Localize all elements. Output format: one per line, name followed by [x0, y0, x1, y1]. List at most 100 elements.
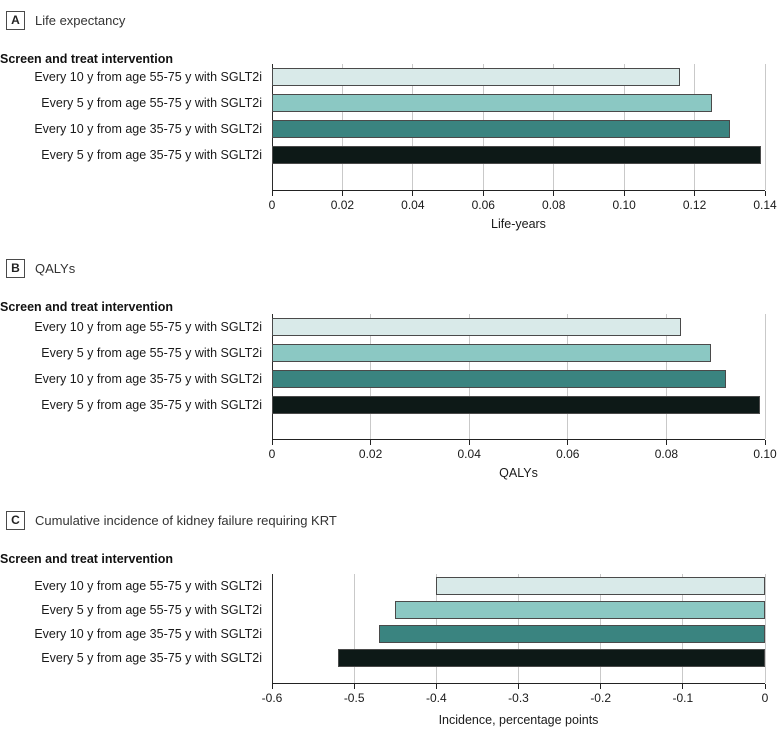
- axis-tick-label: 0.14: [753, 198, 777, 212]
- category-label: Every 5 y from age 35-75 y with SGLT2i: [41, 148, 262, 162]
- bar: [436, 577, 765, 595]
- x-axis-title: Incidence, percentage points: [438, 713, 599, 727]
- axis-tick: [271, 684, 273, 689]
- panel-title: Life expectancy: [35, 12, 126, 28]
- chart-row: Every 5 y from age 35-75 y with SGLT2i: [0, 392, 765, 418]
- category-label: Every 5 y from age 55-75 y with SGLT2i: [41, 603, 262, 617]
- category-label: Every 10 y from age 55-75 y with SGLT2i: [34, 320, 262, 334]
- bar-area: [272, 314, 765, 340]
- axis-tick-label: -0.4: [425, 691, 447, 705]
- x-axis: 0 0.02 0.04 0.06 0.08 0.10: [269, 439, 777, 461]
- axis-tick-label: 0.04: [401, 198, 425, 212]
- axis-tick-label: -0.5: [343, 691, 365, 705]
- axis-tick: [764, 684, 766, 689]
- category-label: Every 10 y from age 35-75 y with SGLT2i: [34, 372, 262, 386]
- bar-area: [272, 64, 765, 90]
- axis-tick: [694, 191, 696, 196]
- panel-title: Cumulative incidence of kidney failure r…: [35, 512, 337, 528]
- chart-row: Every 5 y from age 55-75 y with SGLT2i: [0, 340, 765, 366]
- axis-tick: [665, 440, 667, 445]
- axis-tick: [682, 684, 684, 689]
- axis-tick: [518, 684, 519, 689]
- category-label: Every 5 y from age 35-75 y with SGLT2i: [41, 651, 262, 665]
- axis-tick-label: 0.02: [330, 198, 355, 212]
- axis-tick-label: 0.06: [556, 447, 580, 461]
- panel-title: QALYs: [35, 260, 76, 276]
- axis-tick: [553, 191, 555, 196]
- bar-area: [272, 598, 765, 622]
- axis-tick: [435, 684, 437, 689]
- axis-tick-label: 0: [268, 198, 276, 212]
- bar-area: [272, 392, 765, 418]
- panel-letter-box: B: [6, 258, 25, 278]
- x-axis: 0 0.02 0.04 0.06 0.08 0.10 0.12 0.14: [269, 190, 777, 212]
- axis-tick: [600, 684, 602, 689]
- axis-tick: [353, 684, 355, 689]
- axis-tick: [271, 191, 273, 196]
- panel-life-expectancy: A Life expectancy Screen and treat inter…: [0, 10, 783, 250]
- category-label: Every 5 y from age 35-75 y with SGLT2i: [41, 398, 262, 412]
- category-label: Every 10 y from age 35-75 y with SGLT2i: [34, 627, 262, 641]
- axis-tick-label: 0: [761, 691, 769, 705]
- axis-tick: [412, 191, 414, 196]
- axis-tick-label: -0.3: [508, 691, 529, 705]
- group-label: Screen and treat intervention: [0, 52, 173, 66]
- category-label: Every 10 y from age 55-75 y with SGLT2i: [34, 70, 262, 84]
- axis-tick-label: 0.02: [358, 447, 383, 461]
- bar-area: [272, 340, 765, 366]
- bar-rows: Every 10 y from age 55-75 y with SGLT2i E…: [0, 574, 765, 670]
- bar: [272, 94, 713, 112]
- x-axis-title: QALYs: [499, 466, 538, 480]
- axis-tick-label: 0.10: [753, 447, 777, 461]
- bar-area: [272, 116, 765, 142]
- chart-row: Every 5 y from age 35-75 y with SGLT2i: [0, 646, 765, 670]
- axis-tick: [623, 191, 625, 196]
- bar: [337, 649, 765, 667]
- axis-tick-label: 0.08: [654, 447, 679, 461]
- bar: [272, 120, 730, 138]
- axis-tick-label: 0.06: [471, 198, 495, 212]
- bar: [395, 601, 765, 619]
- chart-row: Every 10 y from age 55-75 y with SGLT2i: [0, 64, 765, 90]
- bar-area: [272, 646, 765, 670]
- axis-tick-label: -0.2: [590, 691, 611, 705]
- axis-tick: [764, 440, 766, 445]
- category-label: Every 10 y from age 35-75 y with SGLT2i: [34, 122, 262, 136]
- category-label: Every 5 y from age 55-75 y with SGLT2i: [41, 346, 262, 360]
- bar-area: [272, 90, 765, 116]
- gridline: [353, 574, 355, 683]
- bar: [378, 625, 765, 643]
- gridline: [764, 574, 766, 683]
- chart-row: Every 10 y from age 55-75 y with SGLT2i: [0, 314, 765, 340]
- bar-rows: Every 10 y from age 55-75 y with SGLT2i E…: [0, 314, 765, 418]
- panel-qalys: B QALYs Screen and treat intervention Ev…: [0, 258, 783, 498]
- chart-row: Every 5 y from age 55-75 y with SGLT2i: [0, 598, 765, 622]
- panel-kidney-failure-incidence: C Cumulative incidence of kidney failure…: [0, 510, 783, 748]
- axis-tick: [567, 440, 569, 445]
- axis-tick: [468, 440, 470, 445]
- panel-letter-box: C: [6, 510, 25, 530]
- panel-header: B QALYs: [6, 258, 75, 278]
- gridline: [764, 64, 766, 190]
- bar-area: [272, 574, 765, 598]
- chart-row: Every 10 y from age 55-75 y with SGLT2i: [0, 574, 765, 598]
- bar: [272, 68, 681, 86]
- bar-area: [272, 622, 765, 646]
- axis-tick: [370, 440, 372, 445]
- bar-rows: Every 10 y from age 55-75 y with SGLT2i E…: [0, 64, 765, 168]
- bar: [272, 396, 761, 414]
- bar-area: [272, 142, 765, 168]
- category-label: Every 5 y from age 55-75 y with SGLT2i: [41, 96, 262, 110]
- chart-row: Every 10 y from age 35-75 y with SGLT2i: [0, 116, 765, 142]
- bar-area: [272, 366, 765, 392]
- bar: [272, 318, 682, 336]
- chart-row: Every 10 y from age 35-75 y with SGLT2i: [0, 366, 765, 392]
- gridline: [764, 314, 766, 439]
- x-axis-title: Life-years: [491, 217, 546, 231]
- axis-tick-label: -0.1: [672, 691, 694, 705]
- chart-row: Every 5 y from age 35-75 y with SGLT2i: [0, 142, 765, 168]
- bar: [272, 146, 762, 164]
- axis-tick-label: 0.08: [542, 198, 566, 212]
- axis-spine: [271, 574, 273, 683]
